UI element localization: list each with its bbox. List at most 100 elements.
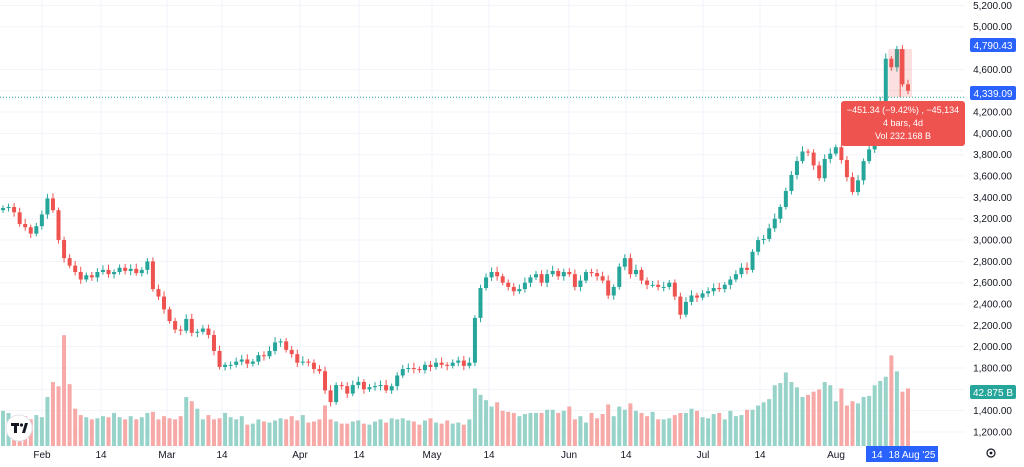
volume-bar — [711, 414, 716, 446]
volume-bar — [123, 419, 128, 446]
candle-body — [422, 364, 427, 371]
volume-bar — [284, 419, 289, 446]
candle-body — [395, 375, 400, 387]
volume-bar — [189, 401, 194, 446]
candle-body — [645, 280, 650, 285]
volume-bar — [384, 422, 389, 446]
candle-body — [28, 227, 33, 234]
candle-body — [295, 354, 300, 363]
candle-body — [711, 288, 716, 292]
candle-body — [234, 361, 239, 365]
volume-bar — [228, 417, 233, 446]
candle-body — [506, 282, 511, 287]
volume-bar — [839, 388, 844, 446]
candle-body — [450, 362, 455, 366]
time-highlight-start: 14 — [871, 450, 883, 461]
candle-body — [595, 273, 600, 277]
volume-bar — [73, 408, 78, 446]
candle-body — [317, 369, 322, 372]
volume-bar — [84, 417, 89, 446]
candle-body — [311, 362, 316, 370]
volume-bar — [789, 382, 794, 446]
candle-body — [572, 274, 577, 287]
volume-bar — [400, 418, 405, 446]
candle-body — [650, 284, 655, 286]
volume-bar — [100, 416, 105, 446]
volume-bar — [489, 406, 494, 446]
candle-body — [228, 364, 233, 366]
volume-bar — [628, 403, 633, 446]
candle-body — [223, 364, 228, 367]
candle-body — [856, 180, 861, 193]
time-axis[interactable]: Feb 14 Mar 14 Apr 14 May 14 Jun 14 Jul 14 Aug — [33, 450, 845, 461]
candle-body — [156, 289, 161, 297]
last-price-badge: 4,790.43 — [970, 38, 1016, 52]
candle-body — [811, 152, 816, 166]
candle-body — [411, 368, 416, 370]
candle-body — [778, 206, 783, 219]
candle-body — [783, 190, 788, 207]
candle-body — [750, 251, 755, 270]
candle-body — [162, 296, 167, 310]
candle-body — [372, 386, 377, 388]
volume-bar — [56, 386, 61, 446]
volume-bar — [667, 418, 672, 446]
volume-bar — [767, 399, 772, 446]
price-tick-label: 4,600.00 — [973, 65, 1012, 76]
candle-body — [678, 296, 683, 315]
candle-body — [12, 206, 17, 213]
candle-body — [728, 279, 733, 285]
price-tick-label: 1,800.00 — [973, 364, 1012, 375]
volume-bar — [128, 416, 133, 446]
volume-bar — [539, 412, 544, 446]
volume-bar — [378, 419, 383, 446]
candle-body — [706, 291, 711, 294]
volume-bar — [750, 409, 755, 446]
candle-body — [367, 387, 372, 390]
volume-bar — [656, 419, 661, 446]
volume-bar — [700, 417, 705, 446]
candle-body — [456, 360, 461, 363]
settings-icon[interactable] — [986, 448, 996, 458]
candle-body — [39, 214, 44, 227]
time-tick-label: 14 — [95, 450, 107, 461]
tradingview-logo-icon[interactable] — [5, 414, 33, 442]
candle-body — [467, 362, 472, 366]
candle-body — [844, 160, 849, 178]
volume-bar — [39, 417, 44, 446]
tooltip-bars: 4 bars, 4d — [883, 118, 923, 128]
volume-bar — [600, 414, 605, 446]
volume-bar — [678, 412, 683, 446]
time-tick-label: 14 — [353, 450, 365, 461]
candle-body — [278, 341, 283, 343]
candle-body — [117, 267, 122, 273]
candle-body — [261, 355, 266, 357]
candle-body — [889, 58, 894, 68]
last-price-label: 4,790.43 — [974, 41, 1013, 52]
volume-bar — [211, 419, 216, 446]
volume-bar — [478, 394, 483, 446]
tooltip-change: −451.34 (−9.42%) , −45,134 — [847, 105, 959, 115]
volume-bar — [206, 415, 211, 446]
candle-body — [95, 272, 100, 278]
volume-bar — [522, 414, 527, 446]
volume-bar — [139, 417, 144, 446]
volume-bar — [744, 409, 749, 446]
volume-bar — [617, 406, 622, 446]
volume-bar — [273, 420, 278, 446]
volume-bar — [689, 408, 694, 446]
volume-bar — [461, 424, 466, 446]
candle-body — [522, 282, 527, 290]
volume-bar — [372, 421, 377, 446]
candle-body — [284, 341, 289, 350]
candle-body — [173, 321, 178, 330]
candle-body — [339, 385, 344, 387]
volume-bar — [328, 419, 333, 446]
price-axis[interactable]: 1,200.001,400.001,600.001,800.002,000.00… — [973, 1, 1012, 439]
volume-bar — [534, 412, 539, 446]
candle-body — [428, 364, 433, 367]
candle-body — [434, 362, 439, 367]
volume-bar — [495, 402, 500, 446]
candle-body — [789, 174, 794, 191]
